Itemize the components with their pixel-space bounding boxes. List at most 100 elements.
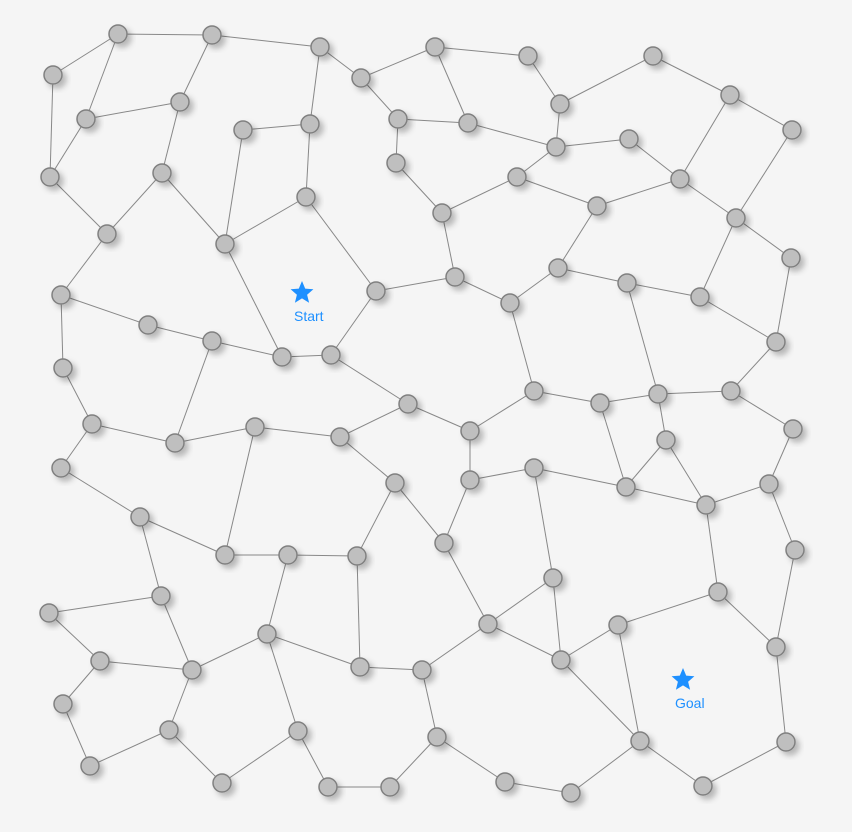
graph-node (301, 115, 319, 133)
graph-node (722, 382, 740, 400)
graph-edge (390, 737, 437, 787)
graph-edge (534, 391, 600, 403)
graph-edge (306, 197, 376, 291)
graph-edge (162, 102, 180, 173)
graph-edge (331, 355, 408, 404)
graph-edge (398, 119, 468, 123)
graph-edge (357, 483, 395, 556)
graph-edge (86, 102, 180, 119)
graph-edge (666, 440, 706, 505)
graph-edge (627, 283, 658, 394)
graph-edge (222, 731, 298, 783)
graph-node (544, 569, 562, 587)
graph-node (508, 168, 526, 186)
graph-node (381, 778, 399, 796)
graph-edge (310, 47, 320, 124)
graph-node (166, 434, 184, 452)
graph-edge (505, 782, 571, 793)
graph-edge (63, 704, 90, 766)
graph-edge (706, 505, 718, 592)
graph-edge (357, 556, 360, 667)
graph-edge (706, 484, 769, 505)
graph-edge (53, 34, 118, 75)
graph-edge (61, 295, 148, 325)
graph-node (760, 475, 778, 493)
graph-edge (175, 427, 255, 443)
graph-edge (92, 424, 175, 443)
graph-edge (49, 613, 100, 661)
network-graph: StartGoal (0, 0, 852, 832)
graph-edge (730, 95, 792, 130)
graph-edge (769, 484, 795, 550)
graph-edge (626, 487, 706, 505)
graph-node (459, 114, 477, 132)
graph-edge (618, 592, 718, 625)
graph-edge (627, 283, 700, 297)
graph-node (279, 546, 297, 564)
graph-node (461, 422, 479, 440)
graph-edge (161, 596, 192, 670)
graph-node (721, 86, 739, 104)
graph-node (767, 333, 785, 351)
graph-node (694, 777, 712, 795)
graph-node (671, 170, 689, 188)
graph-edge (718, 592, 776, 647)
graph-node (246, 418, 264, 436)
graph-node (435, 534, 453, 552)
graph-edge (267, 634, 360, 667)
graph-edge (86, 34, 118, 119)
graph-edge (395, 483, 444, 543)
graph-edge (61, 468, 140, 517)
graph-node (691, 288, 709, 306)
graph-node (428, 728, 446, 746)
graph-node (139, 316, 157, 334)
graph-edge (517, 177, 597, 206)
graph-edge (225, 244, 282, 357)
graph-node (777, 733, 795, 751)
graph-node (591, 394, 609, 412)
graph-edge (267, 555, 288, 634)
graph-node (399, 395, 417, 413)
graph-edge (468, 123, 556, 147)
graph-node (617, 478, 635, 496)
graph-edge (169, 730, 222, 783)
graph-node (433, 204, 451, 222)
graph-edge (361, 47, 435, 78)
graph-edge (140, 517, 161, 596)
graph-node (54, 695, 72, 713)
graph-edge (534, 468, 626, 487)
graph-edge (653, 56, 730, 95)
graph-edge (437, 737, 505, 782)
graph-edge (658, 391, 731, 394)
graph-node (331, 428, 349, 446)
graph-edge (561, 660, 640, 741)
graph-edge (162, 173, 225, 244)
graph-edge (470, 391, 534, 431)
graph-node (54, 359, 72, 377)
graph-edge (50, 177, 107, 234)
graph-edge (267, 634, 298, 731)
graph-node (618, 274, 636, 292)
graph-edge (340, 404, 408, 437)
graph-node (783, 121, 801, 139)
graph-edge (680, 179, 736, 218)
graph-node (40, 604, 58, 622)
graph-node (160, 721, 178, 739)
graph-node (289, 722, 307, 740)
graph-node (426, 38, 444, 56)
graph-edge (703, 742, 786, 786)
graph-node (152, 587, 170, 605)
graph-edge (435, 47, 468, 123)
graph-edge (640, 741, 703, 786)
graph-edge (243, 124, 310, 130)
graph-edge (61, 234, 107, 295)
graph-node (786, 541, 804, 559)
graph-node (479, 615, 497, 633)
graph-node (273, 348, 291, 366)
graph-node (319, 778, 337, 796)
graph-node (649, 385, 667, 403)
graph-edge (288, 555, 357, 556)
graph-edge (776, 550, 795, 647)
graph-node (644, 47, 662, 65)
graph-node (352, 69, 370, 87)
